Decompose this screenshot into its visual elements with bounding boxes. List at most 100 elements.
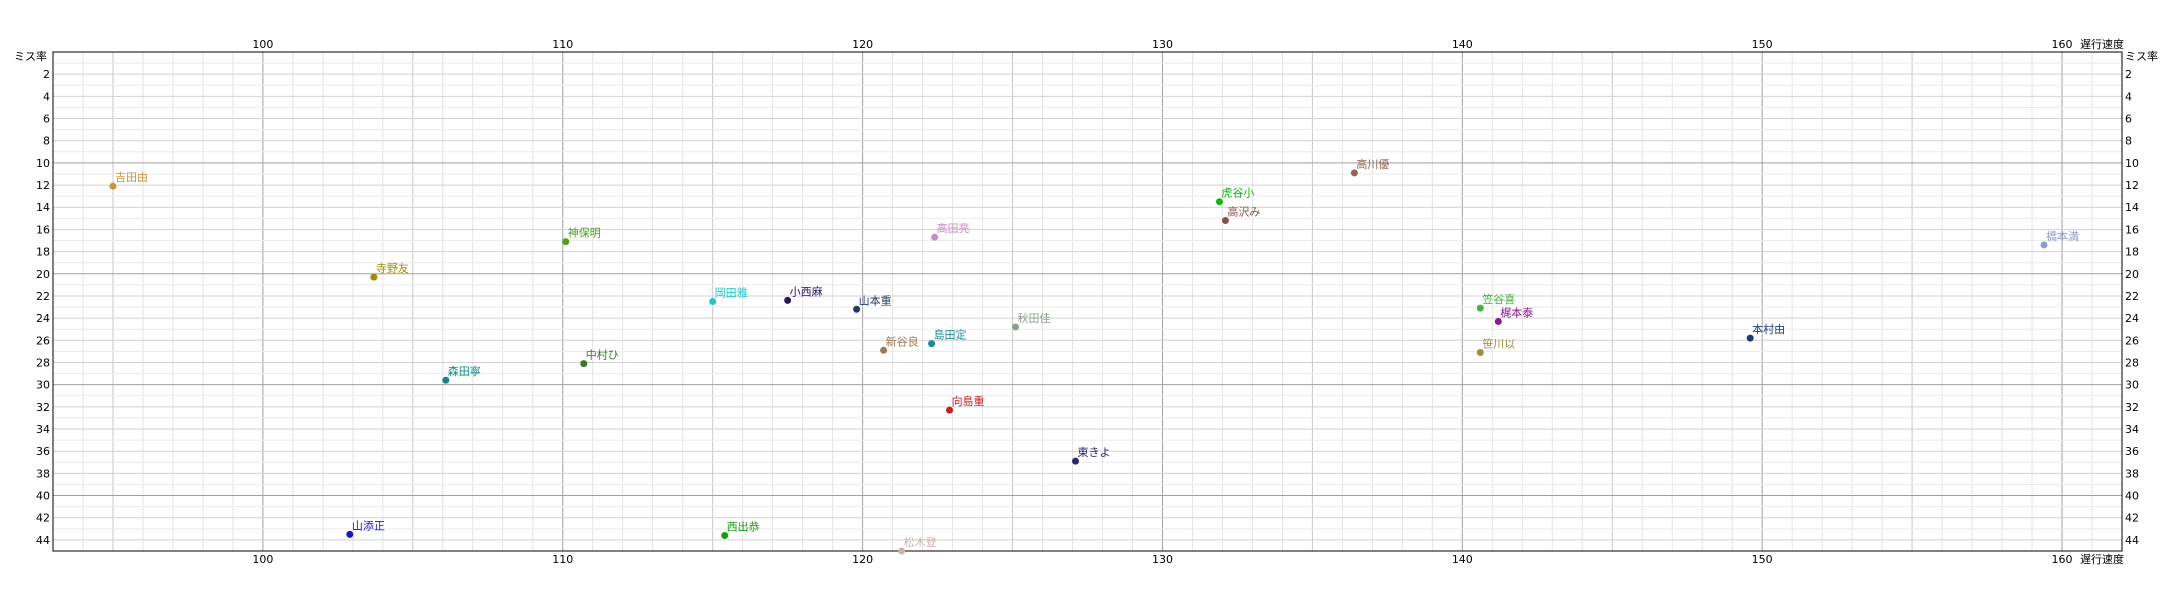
x-tick-label-top: 100 — [252, 38, 273, 51]
point-label: 秋田佳 — [1018, 311, 1051, 325]
data-point — [721, 531, 729, 539]
y-tick-label-left: 28 — [36, 356, 50, 369]
y-tick-label-left: 36 — [36, 445, 50, 458]
y-tick-label-right: 36 — [2125, 445, 2139, 458]
y-axis-label-left: ミス率 — [14, 49, 47, 63]
data-point — [709, 298, 717, 305]
y-tick-label-right: 18 — [2125, 246, 2139, 259]
y-tick-label-right: 20 — [2125, 268, 2139, 281]
y-tick-label-left: 30 — [36, 379, 50, 392]
data-point — [2040, 241, 2048, 249]
y-tick-label-right: 24 — [2125, 312, 2139, 325]
y-tick-label-right: 34 — [2125, 423, 2139, 436]
y-tick-label-right: 2 — [2125, 68, 2132, 81]
x-tick-label-top: 150 — [1752, 38, 1773, 51]
data-point — [853, 305, 861, 313]
x-tick-label-bottom: 130 — [1152, 553, 1173, 566]
x-tick-label-top: 140 — [1452, 38, 1473, 51]
chart-grid — [52, 52, 2123, 552]
y-tick-label-left: 34 — [36, 423, 50, 436]
point-label: 寺野友 — [376, 261, 409, 275]
y-tick-label-left: 14 — [36, 201, 50, 214]
data-point — [580, 360, 588, 368]
y-tick-label-left: 10 — [36, 157, 50, 170]
point-label: 山添正 — [352, 518, 385, 532]
y-tick-label-right: 28 — [2125, 356, 2139, 369]
y-tick-label-left: 38 — [36, 467, 50, 480]
point-label: 新谷良 — [886, 334, 919, 348]
point-label: 笠谷喜 — [1482, 292, 1515, 306]
point-label: 東きよ — [1078, 446, 1111, 459]
x-tick-label-bottom: 100 — [252, 553, 273, 566]
y-tick-label-right: 22 — [2125, 290, 2139, 303]
y-tick-label-left: 32 — [36, 401, 50, 414]
y-tick-label-right: 38 — [2125, 467, 2139, 480]
y-tick-label-left: 18 — [36, 246, 50, 259]
point-label: 山本重 — [859, 293, 892, 307]
x-tick-label-top: 160 — [2052, 38, 2073, 51]
y-tick-label-right: 4 — [2125, 90, 2132, 103]
y-tick-label-right: 14 — [2125, 201, 2139, 214]
x-axis-label-top: 遅行速度 — [2080, 37, 2124, 51]
point-label: 本村由 — [1752, 322, 1785, 336]
y-tick-label-left: 42 — [36, 512, 50, 525]
plot-frame — [52, 51, 2123, 552]
y-tick-label-left: 44 — [36, 534, 50, 547]
data-point — [370, 273, 378, 281]
x-tick-label-bottom: 120 — [852, 553, 873, 566]
point-label: 島田定 — [934, 328, 967, 342]
data-point — [898, 547, 906, 555]
y-tick-label-right: 10 — [2125, 157, 2139, 170]
x-tick-label-top: 120 — [852, 38, 873, 51]
y-tick-label-right: 26 — [2125, 334, 2139, 347]
y-axis-label-right: ミス率 — [2125, 49, 2158, 63]
point-label: 笹川以 — [1482, 338, 1515, 351]
y-tick-label-right: 6 — [2125, 113, 2132, 126]
x-tick-label-bottom: 150 — [1752, 553, 1773, 566]
y-tick-label-left: 12 — [36, 179, 50, 192]
y-tick-label-right: 40 — [2125, 490, 2139, 503]
y-tick-label-left: 6 — [43, 113, 50, 126]
point-label: 中村ひ — [586, 348, 619, 362]
x-tick-label-top: 110 — [552, 38, 573, 51]
y-tick-label-left: 16 — [36, 223, 50, 236]
data-point — [931, 233, 939, 241]
y-tick-label-right: 42 — [2125, 512, 2139, 525]
data-point — [946, 406, 954, 414]
y-tick-label-left: 22 — [36, 290, 50, 303]
y-tick-label-right: 30 — [2125, 379, 2139, 392]
x-tick-label-bottom: 160 — [2052, 553, 2073, 566]
y-tick-label-right: 44 — [2125, 534, 2139, 547]
point-label: 吉田由 — [115, 170, 148, 184]
point-label: 高川優 — [1356, 157, 1389, 171]
point-label: 小西麻 — [790, 284, 823, 298]
data-point — [1350, 169, 1358, 177]
data-point — [880, 346, 888, 354]
y-tick-label-right: 32 — [2125, 401, 2139, 414]
data-point — [1494, 317, 1502, 325]
data-point — [784, 296, 792, 304]
y-tick-label-left: 24 — [36, 312, 50, 325]
x-tick-label-bottom: 110 — [552, 553, 573, 566]
data-point — [928, 340, 936, 348]
y-tick-label-left: 4 — [43, 90, 50, 103]
point-label: 松木登 — [904, 535, 937, 549]
point-label: 高田亮 — [937, 221, 970, 235]
point-label: 向島重 — [952, 394, 985, 408]
point-label: 梶本泰 — [1500, 305, 1533, 319]
point-label: 橋本満 — [2046, 229, 2079, 243]
data-point — [1476, 304, 1484, 312]
data-point — [1221, 217, 1229, 225]
y-tick-label-left: 26 — [36, 334, 50, 347]
y-tick-label-left: 8 — [43, 135, 50, 148]
data-point — [562, 238, 570, 246]
y-tick-label-right: 16 — [2125, 223, 2139, 236]
data-point — [109, 182, 117, 190]
data-point — [1746, 334, 1754, 342]
data-point — [1012, 323, 1020, 331]
x-tick-label-top: 130 — [1152, 38, 1173, 51]
point-label: 西出恭 — [727, 519, 760, 533]
data-point — [442, 376, 450, 384]
